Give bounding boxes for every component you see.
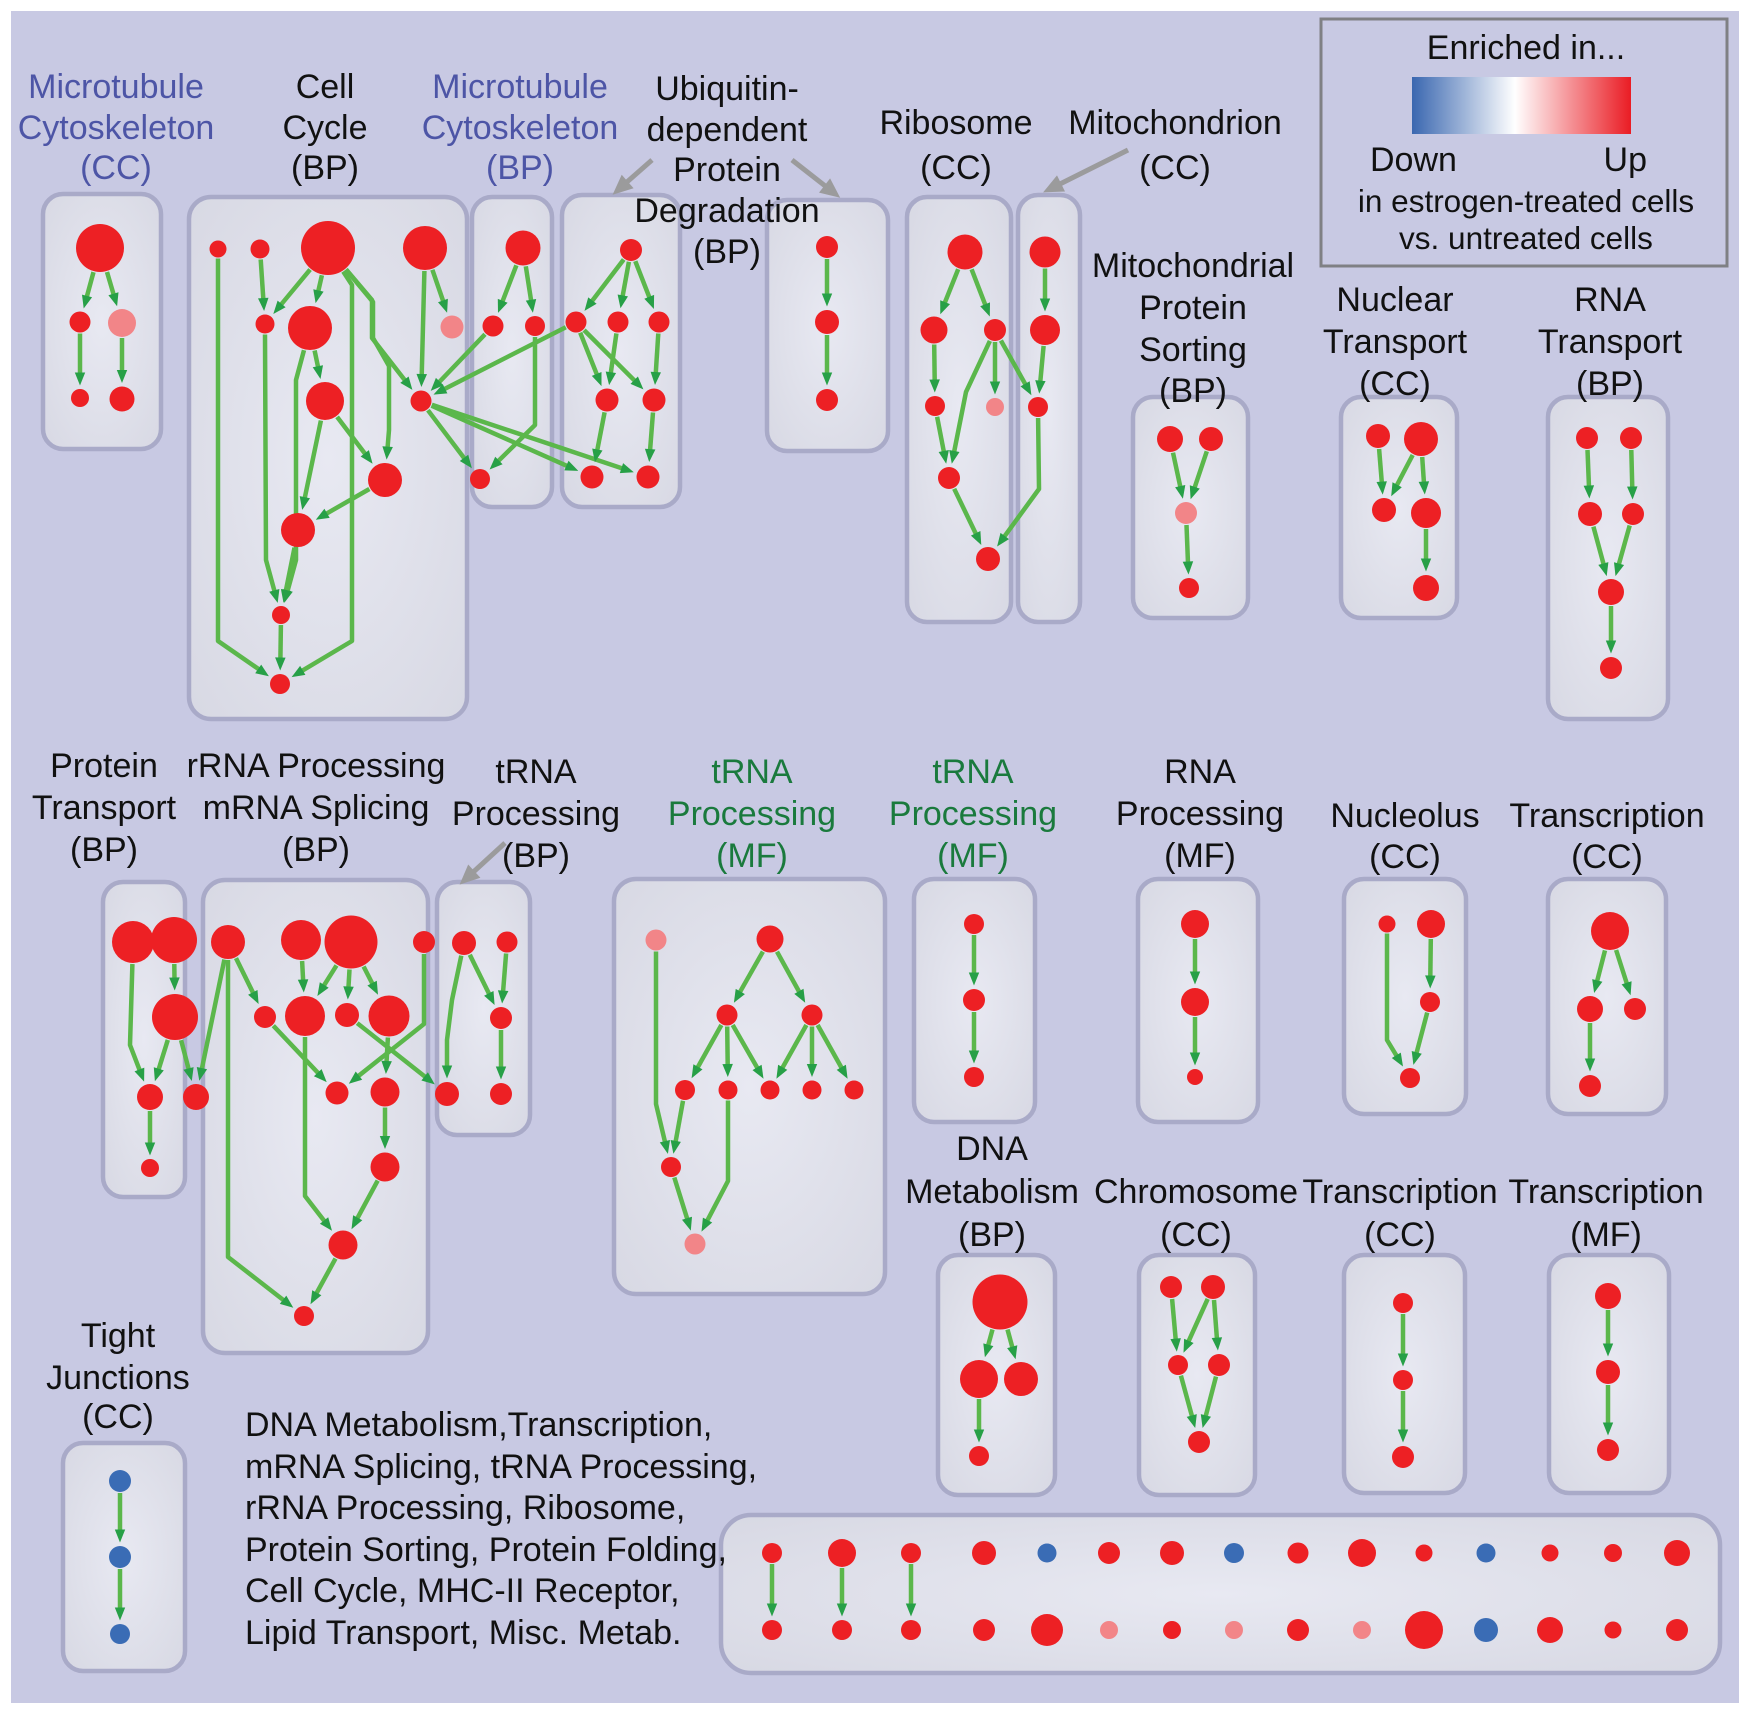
svg-text:(CC): (CC) <box>920 149 992 187</box>
svg-text:Transport: Transport <box>32 789 177 827</box>
svg-text:Processing: Processing <box>889 795 1057 833</box>
svg-text:tRNA: tRNA <box>932 753 1014 791</box>
svg-text:Cycle: Cycle <box>282 109 367 147</box>
svg-text:(CC): (CC) <box>1369 838 1441 876</box>
svg-text:Protein Sorting, Protein Foldi: Protein Sorting, Protein Folding, <box>245 1531 727 1569</box>
svg-text:Ubiquitin-: Ubiquitin- <box>655 70 799 108</box>
svg-text:(MF): (MF) <box>1570 1216 1642 1254</box>
svg-text:Chromosome: Chromosome <box>1094 1173 1298 1211</box>
svg-text:in estrogen-treated cells: in estrogen-treated cells <box>1358 183 1694 219</box>
svg-text:Tight: Tight <box>81 1317 156 1355</box>
svg-text:Mitochondrial: Mitochondrial <box>1092 247 1294 285</box>
svg-text:Enriched in...: Enriched in... <box>1427 29 1625 67</box>
svg-text:dependent: dependent <box>647 111 808 149</box>
svg-text:(CC): (CC) <box>82 1398 154 1436</box>
svg-text:Protein: Protein <box>673 151 781 189</box>
svg-text:(BP): (BP) <box>1159 372 1227 410</box>
svg-text:Microtubule: Microtubule <box>432 68 608 106</box>
svg-text:Processing: Processing <box>668 795 836 833</box>
svg-text:(CC): (CC) <box>1571 838 1643 876</box>
svg-text:mRNA Splicing: mRNA Splicing <box>203 789 430 827</box>
svg-text:Metabolism: Metabolism <box>905 1173 1079 1211</box>
svg-text:(BP): (BP) <box>486 149 554 187</box>
svg-text:DNA Metabolism,Transcription,: DNA Metabolism,Transcription, <box>245 1406 712 1444</box>
svg-text:Sorting: Sorting <box>1139 331 1247 369</box>
svg-text:(BP): (BP) <box>693 233 761 271</box>
svg-text:(CC): (CC) <box>80 149 152 187</box>
svg-text:RNA: RNA <box>1164 753 1236 791</box>
svg-text:(BP): (BP) <box>70 831 138 869</box>
svg-text:Down: Down <box>1370 141 1457 179</box>
svg-text:(BP): (BP) <box>958 1216 1026 1254</box>
svg-text:(CC): (CC) <box>1364 1216 1436 1254</box>
svg-text:tRNA: tRNA <box>711 753 793 791</box>
svg-text:Transport: Transport <box>1323 323 1468 361</box>
svg-text:(CC): (CC) <box>1160 1216 1232 1254</box>
svg-text:Cytoskeleton: Cytoskeleton <box>422 109 619 147</box>
svg-text:Cytoskeleton: Cytoskeleton <box>18 109 215 147</box>
svg-text:Transcription: Transcription <box>1509 797 1704 835</box>
svg-text:Up: Up <box>1604 141 1647 179</box>
svg-text:(CC): (CC) <box>1139 149 1211 187</box>
svg-text:DNA: DNA <box>956 1130 1028 1168</box>
svg-text:(MF): (MF) <box>937 837 1009 875</box>
svg-text:Nuclear: Nuclear <box>1336 281 1453 319</box>
svg-text:Transcription: Transcription <box>1302 1173 1497 1211</box>
svg-text:rRNA Processing: rRNA Processing <box>187 747 446 785</box>
svg-text:Lipid Transport, Misc. Metab.: Lipid Transport, Misc. Metab. <box>245 1614 682 1652</box>
svg-text:Degradation: Degradation <box>634 192 819 230</box>
svg-text:Junctions: Junctions <box>46 1359 190 1397</box>
svg-text:Mitochondrion: Mitochondrion <box>1068 104 1282 142</box>
svg-text:(BP): (BP) <box>282 831 350 869</box>
svg-text:vs. untreated cells: vs. untreated cells <box>1399 220 1653 256</box>
svg-text:Cell Cycle, MHC-II Receptor,: Cell Cycle, MHC-II Receptor, <box>245 1572 680 1610</box>
svg-text:Ribosome: Ribosome <box>879 104 1032 142</box>
svg-text:Nucleolus: Nucleolus <box>1330 797 1479 835</box>
svg-text:Microtubule: Microtubule <box>28 68 204 106</box>
svg-text:(CC): (CC) <box>1359 365 1431 403</box>
svg-text:(BP): (BP) <box>502 837 570 875</box>
svg-text:(MF): (MF) <box>1164 837 1236 875</box>
svg-text:Cell: Cell <box>296 68 355 106</box>
svg-text:rRNA Processing, Ribosome,: rRNA Processing, Ribosome, <box>245 1489 685 1527</box>
svg-text:mRNA Splicing, tRNA Processing: mRNA Splicing, tRNA Processing, <box>245 1448 757 1486</box>
svg-text:tRNA: tRNA <box>495 753 577 791</box>
svg-text:Protein: Protein <box>1139 289 1247 327</box>
svg-text:Processing: Processing <box>1116 795 1284 833</box>
svg-text:(BP): (BP) <box>291 149 359 187</box>
svg-text:Processing: Processing <box>452 795 620 833</box>
svg-text:Transcription: Transcription <box>1508 1173 1703 1211</box>
svg-text:RNA: RNA <box>1574 281 1646 319</box>
svg-text:(BP): (BP) <box>1576 365 1644 403</box>
svg-text:(MF): (MF) <box>716 837 788 875</box>
svg-text:Protein: Protein <box>50 747 158 785</box>
svg-text:Transport: Transport <box>1538 323 1683 361</box>
